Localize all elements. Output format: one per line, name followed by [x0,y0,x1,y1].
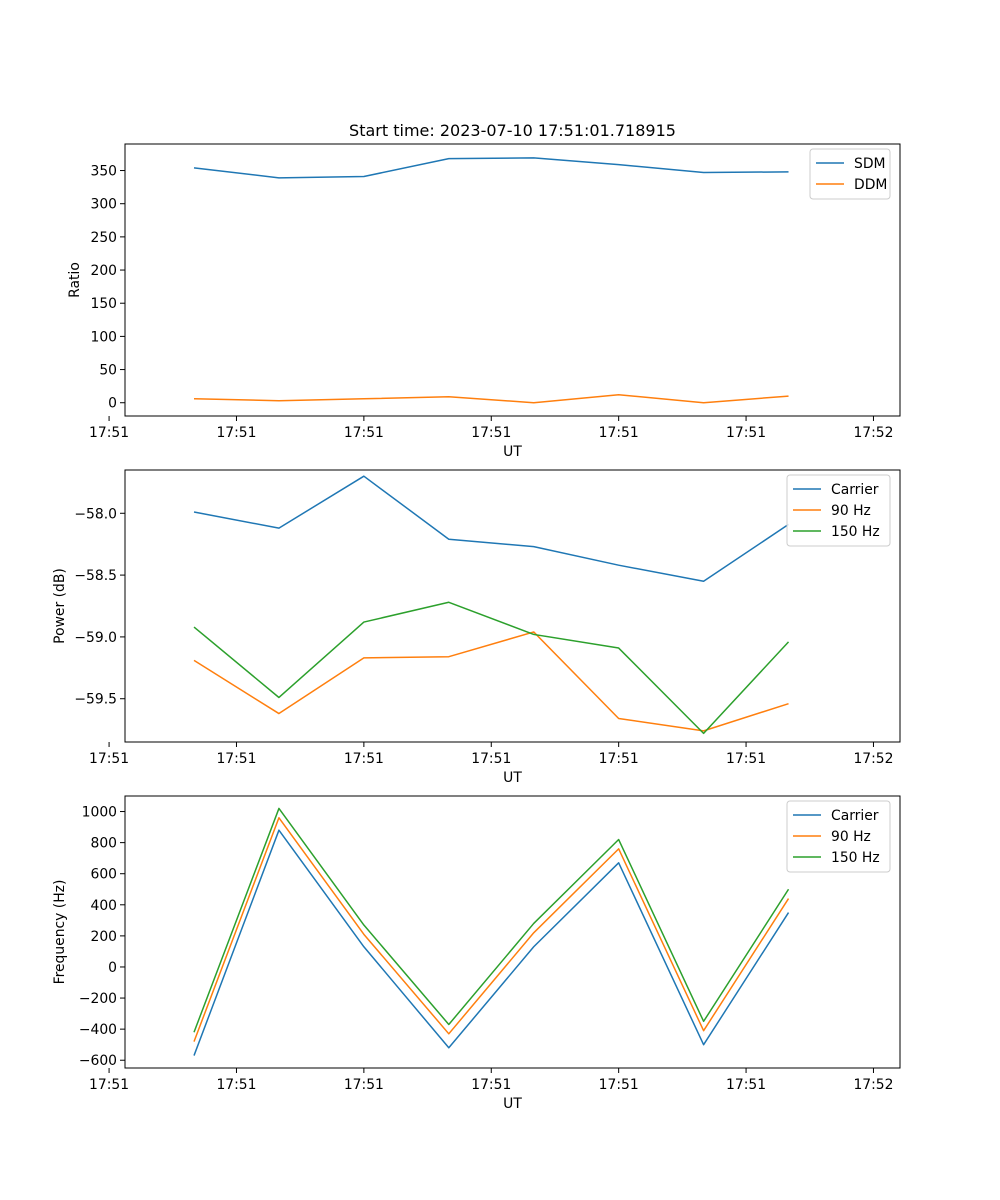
series-line-sdm [193,157,789,179]
legend-box [809,148,891,200]
x-tick-label: 17:51 [726,425,766,441]
y-tick-label: 1000 [82,805,117,821]
series-line-ddm [193,394,789,404]
plot-frame [124,469,901,743]
plot-frame [124,795,901,1069]
x-tick-label: 17:51 [599,1077,639,1093]
x-tick-label: 17:51 [216,425,256,441]
legend-box [786,474,891,547]
x-tick-label: 17:52 [853,1077,893,1093]
x-tick-label: 17:51 [344,425,384,441]
legend-label: Carrier [831,482,879,498]
legend-label: Carrier [831,808,879,824]
y-axis-label: Power (dB) [52,568,68,644]
legend-box [786,800,891,873]
y-tick-label: −400 [79,1022,117,1038]
y-tick-label: 200 [90,929,117,945]
y-tick-label: 50 [99,363,117,379]
x-axis-label: UT [503,1096,522,1112]
y-tick-label: 800 [90,836,117,852]
y-tick-label: −200 [79,991,117,1007]
y-tick-label: 150 [90,296,117,312]
y-axis-label: Ratio [67,262,83,298]
x-tick-label: 17:51 [344,1077,384,1093]
power-panel: 17:51 17:51 17:51 17:51 17:51 17:51 17:52 −59.5… [52,469,901,786]
y-tick-label: −58.5 [74,568,117,584]
legend-label: 90 Hz [831,503,871,519]
y-tick-label: 300 [90,197,117,213]
legend-label: SDM [854,156,886,172]
y-tick-label: −600 [79,1053,117,1069]
y-tick-label: −59.0 [74,630,117,646]
figure-title: Start time: 2023-07-10 17:51:01.718915 [349,121,676,140]
series-line-carrier [193,829,790,1056]
x-tick-label: 17:51 [599,751,639,767]
series-line-90-hz [193,631,789,732]
x-tick-label: 17:51 [471,425,511,441]
x-tick-label: 17:51 [89,751,129,767]
x-tick-label: 17:51 [471,1077,511,1093]
x-tick-label: 17:51 [726,751,766,767]
series-line-150-hz [193,601,790,735]
ratio-panel: 17:51 17:51 17:51 17:51 17:51 17:51 17:52 0 50 10… [67,143,901,460]
y-tick-label: −59.5 [74,692,117,708]
y-tick-label: −58.0 [74,506,117,522]
y-axis-label: Frequency (Hz) [52,880,68,985]
series-line-150-hz [193,807,790,1033]
legend-label: 90 Hz [831,829,871,845]
x-axis-label: UT [503,770,522,786]
frequency-panel: 17:51 17:51 17:51 17:51 17:51 17:51 17:52 −600 −… [52,795,901,1112]
x-tick-label: 17:52 [853,751,893,767]
series-line-90-hz [193,817,790,1042]
y-tick-label: 0 [108,396,117,412]
x-tick-label: 17:51 [471,751,511,767]
y-tick-label: 100 [90,329,117,345]
x-tick-label: 17:51 [726,1077,766,1093]
x-tick-label: 17:51 [599,425,639,441]
series-line-carrier [193,475,789,583]
x-tick-label: 17:51 [89,425,129,441]
x-tick-label: 17:51 [216,1077,256,1093]
y-tick-label: 350 [90,164,117,180]
y-tick-label: 250 [90,230,117,246]
legend-label: 150 Hz [831,850,880,866]
x-tick-label: 17:52 [853,425,893,441]
x-tick-label: 17:51 [89,1077,129,1093]
x-tick-label: 17:51 [344,751,384,767]
x-tick-label: 17:51 [216,751,256,767]
y-tick-label: 600 [90,867,117,883]
y-tick-label: 200 [90,263,117,279]
y-tick-label: 0 [108,960,117,976]
x-axis-label: UT [503,444,522,460]
plot-frame [124,143,901,417]
legend-label: DDM [854,177,887,193]
legend-label: 150 Hz [831,524,880,540]
y-tick-label: 400 [90,898,117,914]
